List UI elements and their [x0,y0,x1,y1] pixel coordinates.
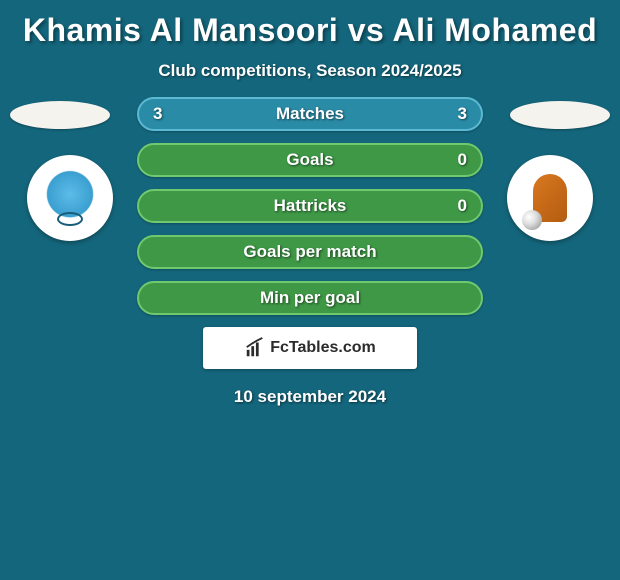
brand-box: FcTables.com [203,327,417,369]
stat-label: Goals [286,150,333,170]
right-team-badge [507,155,593,241]
stat-right-value: 0 [458,196,467,216]
page-title: Khamis Al Mansoori vs Ali Mohamed [0,0,620,53]
stat-right-value: 0 [458,150,467,170]
left-team-badge-graphic [32,160,108,236]
right-country-ellipse [510,101,610,129]
brand-text: FcTables.com [270,339,376,357]
stat-right-value: 3 [458,104,467,124]
stat-label: Goals per match [243,242,376,262]
stat-row: Hattricks 0 [137,189,483,223]
stat-rows: 3 Matches 3 Goals 0 Hattricks 0 Goals per match… [137,97,483,315]
stat-row: 3 Matches 3 [137,97,483,131]
chart-icon [244,337,266,359]
stat-row: Min per goal [137,281,483,315]
stat-label: Hattricks [274,196,347,216]
left-team-badge [27,155,113,241]
stat-label: Matches [276,104,344,124]
stat-left-value: 3 [153,104,162,124]
comparison-area: 3 Matches 3 Goals 0 Hattricks 0 Goals per match… [0,97,620,407]
stat-row: Goals per match [137,235,483,269]
left-country-ellipse [10,101,110,129]
right-team-badge-graphic [512,160,588,236]
date-line: 10 september 2024 [0,369,620,407]
stat-label: Min per goal [260,288,360,308]
subtitle: Club competitions, Season 2024/2025 [0,53,620,97]
stat-row: Goals 0 [137,143,483,177]
